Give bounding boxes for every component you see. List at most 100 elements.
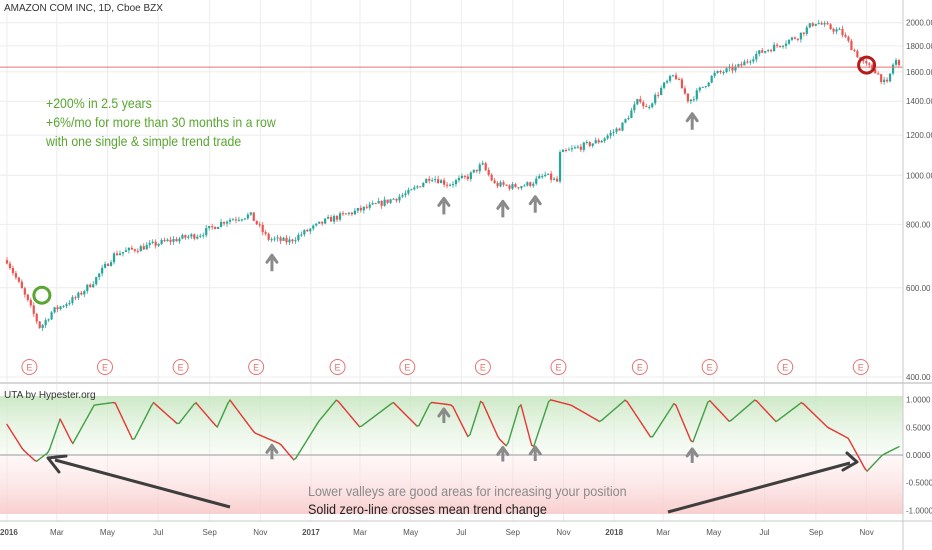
candle-body [671, 75, 675, 77]
candle-body [77, 292, 80, 298]
candle-body [826, 23, 829, 25]
indicator-segment [127, 429, 131, 436]
indicator-segment [520, 404, 524, 414]
time-tick-label: Sep [809, 528, 824, 537]
candle-body [657, 94, 660, 96]
candle-body [764, 51, 767, 53]
candle-body [588, 141, 591, 146]
indicator-segment [91, 404, 95, 410]
candle-body [377, 201, 380, 204]
indicator-segment [135, 429, 140, 436]
earnings-circle [172, 359, 189, 375]
candle-body [11, 268, 15, 274]
candle-body [502, 182, 505, 185]
price-tick-label: 400.00 [906, 373, 931, 382]
candle-body [552, 178, 556, 180]
candle-body [505, 184, 508, 186]
candle-body [145, 244, 148, 250]
indicator-segment [418, 420, 422, 427]
candle-body [431, 180, 434, 182]
candle-body [612, 131, 615, 133]
candle-body [544, 174, 547, 177]
candle-body [758, 50, 761, 54]
candle-body [579, 146, 582, 150]
candle-body [713, 72, 716, 76]
candle-body [56, 307, 59, 310]
candle-body [680, 79, 684, 89]
candle-body [68, 303, 71, 305]
candle-body [389, 199, 392, 203]
indicator-segment [533, 439, 537, 448]
candle-body [32, 305, 35, 314]
candle-body [160, 240, 163, 244]
candle-body [231, 219, 235, 221]
candle-body [109, 262, 113, 266]
candle-body [651, 103, 654, 108]
time-tick-label: Sep [203, 528, 218, 537]
exit-circle [857, 55, 877, 75]
earnings-letter: E [782, 363, 788, 373]
candle-body [775, 44, 779, 46]
candle-body [187, 236, 190, 238]
indicator-line [6, 399, 900, 472]
candle-body [630, 110, 633, 119]
candle-body [517, 187, 520, 189]
candle-body [609, 132, 612, 136]
indicator-segment [118, 411, 123, 418]
time-tick-label: Jul [759, 528, 769, 537]
candle-body [175, 239, 178, 242]
earnings-letter: E [335, 363, 341, 373]
earnings-circle [550, 359, 567, 375]
candle-body [252, 212, 255, 221]
earnings-letter: E [555, 363, 561, 373]
candle-body [315, 223, 318, 226]
arrow-head [685, 447, 699, 458]
indicator-segment [225, 402, 229, 409]
candle-body [814, 23, 817, 26]
candle-body [327, 216, 330, 219]
candle-body [130, 247, 133, 250]
candle-body [597, 140, 600, 143]
candle-body [71, 297, 74, 304]
candle-body [707, 82, 710, 87]
candle-body [41, 325, 44, 328]
candle-body [844, 35, 847, 37]
indicator-segment [142, 417, 146, 423]
candle-body [710, 75, 713, 83]
candle-body [404, 193, 407, 196]
candle-body [344, 213, 348, 215]
candle-body [347, 212, 351, 214]
indicator-segment [511, 420, 516, 430]
candle-body [249, 212, 252, 215]
candle-body [642, 102, 645, 107]
indicator-segment [460, 423, 465, 429]
candle-body [148, 242, 151, 245]
candle-body [193, 234, 196, 239]
candle-body [434, 179, 437, 181]
indicator-segment [462, 427, 467, 433]
indicator-segment [458, 418, 463, 425]
arrow-head [685, 112, 699, 123]
candle-body [350, 212, 354, 215]
indicator-segment [59, 418, 63, 424]
candle-body [440, 180, 443, 184]
performance-annotation: +200% in 2.5 years +6%/mo for more than … [46, 94, 307, 151]
indicator-axis-labels: 1.0000 0.5000 0.0000 -0.5000 -1.0000 [906, 396, 932, 516]
candle-body [535, 178, 538, 184]
candle-body [324, 218, 327, 224]
candle-body [478, 164, 481, 172]
candle-body [603, 138, 606, 141]
candle-body [234, 219, 238, 221]
indicator-segment [454, 410, 458, 416]
annotation-line-1: +200% in 2.5 years [46, 95, 152, 111]
candle-body [888, 73, 892, 82]
candle-body [133, 249, 136, 251]
candle-body [508, 185, 511, 189]
candle-body [89, 284, 92, 288]
candle-body [437, 179, 440, 184]
candle-body [862, 58, 865, 62]
indicator-up-arrow [528, 445, 542, 461]
candle-body [460, 175, 464, 179]
candle-body [44, 320, 47, 326]
candle-body [98, 273, 101, 278]
